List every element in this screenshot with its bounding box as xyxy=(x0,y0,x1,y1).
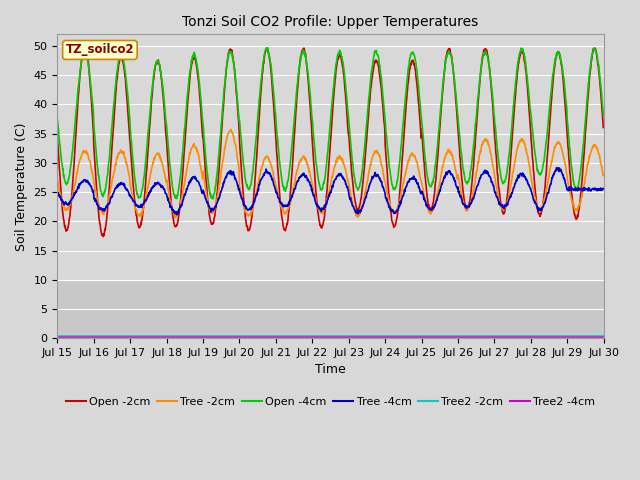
Legend: Open -2cm, Tree -2cm, Open -4cm, Tree -4cm, Tree2 -2cm, Tree2 -4cm: Open -2cm, Tree -2cm, Open -4cm, Tree -4… xyxy=(61,392,600,411)
X-axis label: Time: Time xyxy=(315,363,346,376)
Y-axis label: Soil Temperature (C): Soil Temperature (C) xyxy=(15,122,28,251)
Title: Tonzi Soil CO2 Profile: Upper Temperatures: Tonzi Soil CO2 Profile: Upper Temperatur… xyxy=(182,15,479,29)
Bar xyxy=(58,280,604,338)
Text: TZ_soilco2: TZ_soilco2 xyxy=(65,44,134,57)
